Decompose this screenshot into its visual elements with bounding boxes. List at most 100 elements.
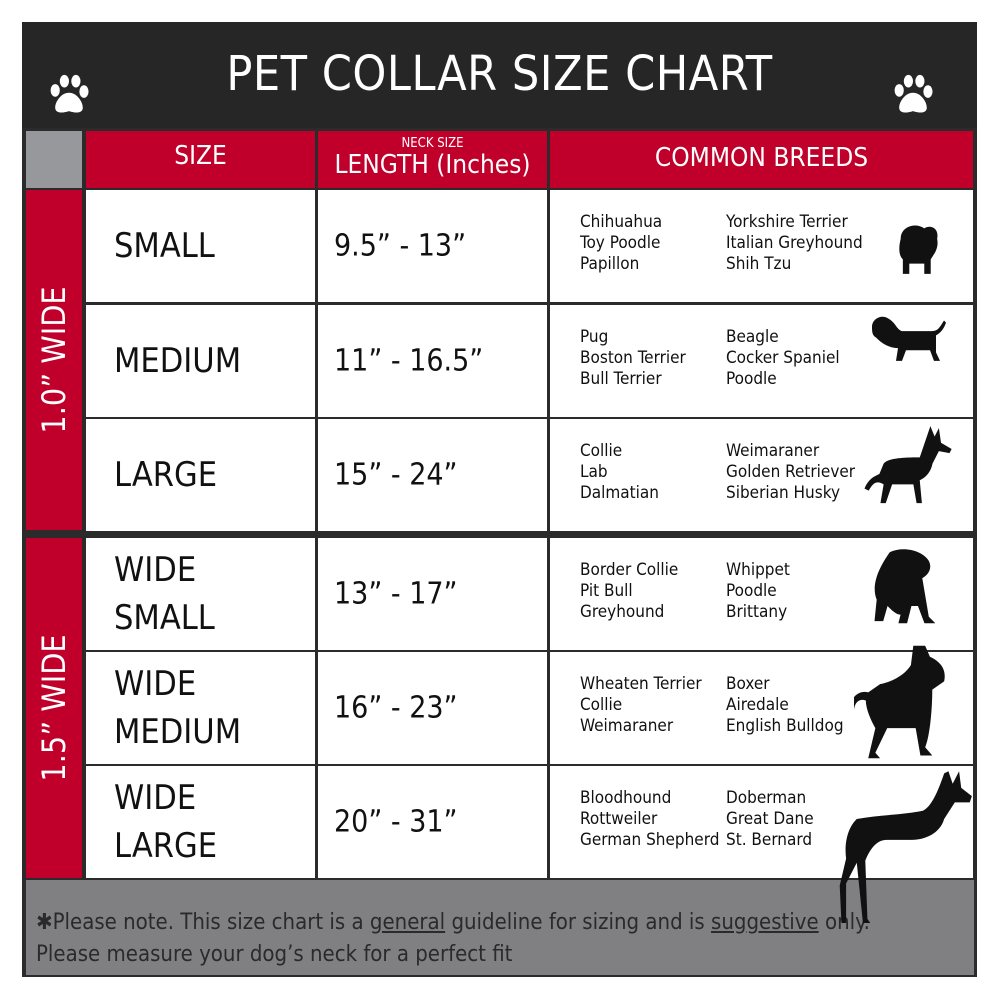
size-label: WIDE LARGE xyxy=(114,774,217,870)
breed-name: Bull Terrier xyxy=(580,369,662,389)
size-word: SMALL xyxy=(114,226,215,266)
length-value: 16” - 23” xyxy=(334,690,458,726)
header-length-label: LENGTH (Inches) xyxy=(334,150,531,180)
breed-name: English Bulldog xyxy=(726,716,844,736)
breeds-column-a: Border Collie Pit Bull Greyhound xyxy=(580,560,678,623)
header-size: SIZE xyxy=(86,131,315,188)
size-word: SMALL xyxy=(114,598,215,638)
breed-name: Weimaraner xyxy=(726,441,820,461)
header-length: NECK SIZE LENGTH (Inches) xyxy=(318,131,547,188)
header-size-label: SIZE xyxy=(174,141,227,171)
paw-print-icon xyxy=(50,74,89,113)
breed-name: Beagle xyxy=(726,327,779,347)
size-cell: WIDE SMALL xyxy=(86,538,315,650)
group-label-text: 1.0” WIDE xyxy=(35,286,73,434)
length-cell: 20” - 31” xyxy=(318,766,547,878)
doberman-silhouette-icon xyxy=(839,771,972,923)
footer-line-2: Please measure your dog’s neck for a per… xyxy=(36,942,513,967)
breeds-cell: Chihuahua Toy Poodle Papillon Yorkshire Te… xyxy=(550,190,973,302)
footer-text: ✱Please note. This size chart is a xyxy=(36,910,370,935)
footer-underlined-suggestive: suggestive xyxy=(711,910,819,935)
breeds-column-a: Wheaten Terrier Collie Weimaraner xyxy=(580,674,702,737)
footer-line-1: ✱Please note. This size chart is a gener… xyxy=(36,910,870,935)
breed-name: Lab xyxy=(580,462,608,482)
breed-name: Brittany xyxy=(726,602,788,622)
breed-name: German Shepherd xyxy=(580,830,720,850)
breeds-column-b: Doberman Great Dane St. Bernard xyxy=(726,788,814,851)
breed-name: Poodle xyxy=(726,581,777,601)
breed-name: Italian Greyhound xyxy=(726,233,863,253)
size-word: WIDE xyxy=(114,778,197,818)
breed-name: Toy Poodle xyxy=(580,233,661,253)
breed-name: Pit Bull xyxy=(580,581,633,601)
length-value: 20” - 31” xyxy=(334,804,458,840)
breed-name: Doberman xyxy=(726,788,807,808)
length-value: 13” - 17” xyxy=(334,576,458,612)
breed-name: Poodle xyxy=(726,369,777,389)
breeds-column-a: Pug Boston Terrier Bull Terrier xyxy=(580,327,686,390)
size-word: MEDIUM xyxy=(114,712,242,752)
breeds-column-b: Boxer Airedale English Bulldog xyxy=(726,674,844,737)
length-value: 9.5” - 13” xyxy=(334,228,467,264)
size-word: LARGE xyxy=(114,455,218,495)
breeds-cell: Collie Lab Dalmatian Weimaraner Golden Retr… xyxy=(550,419,973,531)
breeds-cell: Pug Boston Terrier Bull Terrier Beagle Cock… xyxy=(550,305,973,417)
length-value: 15” - 24” xyxy=(334,457,458,493)
length-cell: 13” - 17” xyxy=(318,538,547,650)
length-cell: 16” - 23” xyxy=(318,652,547,764)
length-cell: 11” - 16.5” xyxy=(318,305,547,417)
size-cell: MEDIUM xyxy=(86,305,315,417)
size-label: LARGE xyxy=(114,451,217,499)
breed-name: Airedale xyxy=(726,695,789,715)
footer-text: guideline for sizing and is xyxy=(445,910,712,935)
group-label-1-5-wide: 1.5” WIDE xyxy=(26,538,82,878)
length-cell: 9.5” - 13” xyxy=(318,190,547,302)
size-word: MEDIUM xyxy=(114,341,242,381)
breed-name: Golden Retriever xyxy=(726,462,856,482)
size-cell: LARGE xyxy=(86,419,315,531)
breed-name: Papillon xyxy=(580,254,640,274)
breed-name: Cocker Spaniel xyxy=(726,348,840,368)
size-cell: SMALL xyxy=(86,190,315,302)
footer-underlined-general: general xyxy=(369,910,446,935)
pitbull-silhouette-icon xyxy=(854,645,945,759)
breed-name: Yorkshire Terrier xyxy=(726,212,848,232)
breed-name: Collie xyxy=(580,441,623,461)
large-dog-silhouette-icon xyxy=(864,426,952,504)
breed-name: Wheaten Terrier xyxy=(580,674,702,694)
breeds-column-b: Beagle Cocker Spaniel Poodle xyxy=(726,327,840,390)
size-label: SMALL xyxy=(114,222,215,270)
breeds-column-a: Bloodhound Rottweiler German Shepherd xyxy=(580,788,719,851)
breed-name: Chihuahua xyxy=(580,212,663,232)
length-cell: 15” - 24” xyxy=(318,419,547,531)
breed-name: Boxer xyxy=(726,674,770,694)
breed-name: Shih Tzu xyxy=(726,254,792,274)
breed-name: Boston Terrier xyxy=(580,348,686,368)
footer-note: ✱Please note. This size chart is a gener… xyxy=(26,880,974,975)
breed-name: Collie xyxy=(580,695,623,715)
breed-name: Weimaraner xyxy=(580,716,674,736)
small-dog-silhouette-icon xyxy=(899,225,938,274)
length-value: 11” - 16.5” xyxy=(334,343,484,379)
size-cell: WIDE MEDIUM xyxy=(86,652,315,764)
breeds-column-a: Chihuahua Toy Poodle Papillon xyxy=(580,212,662,275)
paw-print-icon xyxy=(894,74,933,113)
breed-name: St. Bernard xyxy=(726,830,813,850)
size-label: WIDE MEDIUM xyxy=(114,660,241,756)
breeds-column-b: Weimaraner Golden Retriever Siberian Husky xyxy=(726,441,855,504)
breed-name: Rottweiler xyxy=(580,809,658,829)
bulldog-silhouette-icon xyxy=(874,549,936,624)
header-neck-size-label: NECK SIZE xyxy=(401,136,464,151)
breed-name: Greyhound xyxy=(580,602,665,622)
breed-name: Dalmatian xyxy=(580,483,659,503)
size-word: WIDE xyxy=(114,550,197,590)
breeds-column-b: Yorkshire Terrier Italian Greyhound Shih T… xyxy=(726,212,863,275)
group-label-1-wide: 1.0” WIDE xyxy=(26,190,82,530)
size-label: MEDIUM xyxy=(114,337,241,385)
title-bar: PET COLLAR SIZE CHART xyxy=(22,22,977,128)
breed-name: Pug xyxy=(580,327,609,347)
breed-name: Great Dane xyxy=(726,809,814,829)
header-corner xyxy=(26,131,82,188)
breeds-column-b: Whippet Poodle Brittany xyxy=(726,560,790,623)
breed-name: Border Collie xyxy=(580,560,679,580)
